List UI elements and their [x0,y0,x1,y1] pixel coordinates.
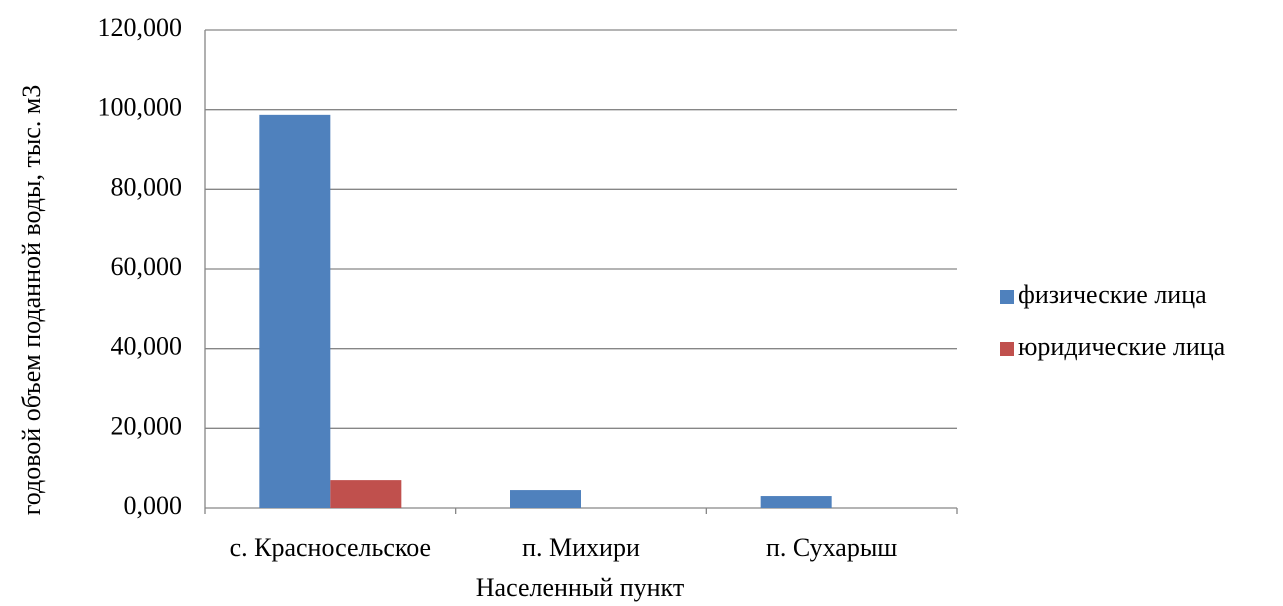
y-axis-title: годовой объем поданной воды, тыс. м3 [17,84,46,516]
bar [760,496,832,508]
y-tick-label: 80,000 [111,172,183,201]
bar [259,114,331,508]
y-tick-label: 100,000 [98,93,183,122]
x-axis-title: Населенный пункт [476,573,684,602]
legend-label: физические лица [1018,280,1207,309]
bar [330,480,402,508]
y-tick-label: 20,000 [111,411,183,440]
x-tick-label: п. Сухарыш [766,533,897,562]
y-tick-label: 40,000 [111,332,183,361]
y-tick-label: 60,000 [111,252,183,281]
x-tick-label: с. Красносельское [230,533,431,562]
legend-swatch [1000,290,1014,304]
y-tick-label: 120,000 [98,13,183,42]
x-tick-label: п. Михири [522,533,640,562]
legend-swatch [1000,342,1014,356]
legend-label: юридические лица [1018,332,1226,361]
bar [510,490,581,508]
y-tick-label: 0,000 [124,491,183,520]
